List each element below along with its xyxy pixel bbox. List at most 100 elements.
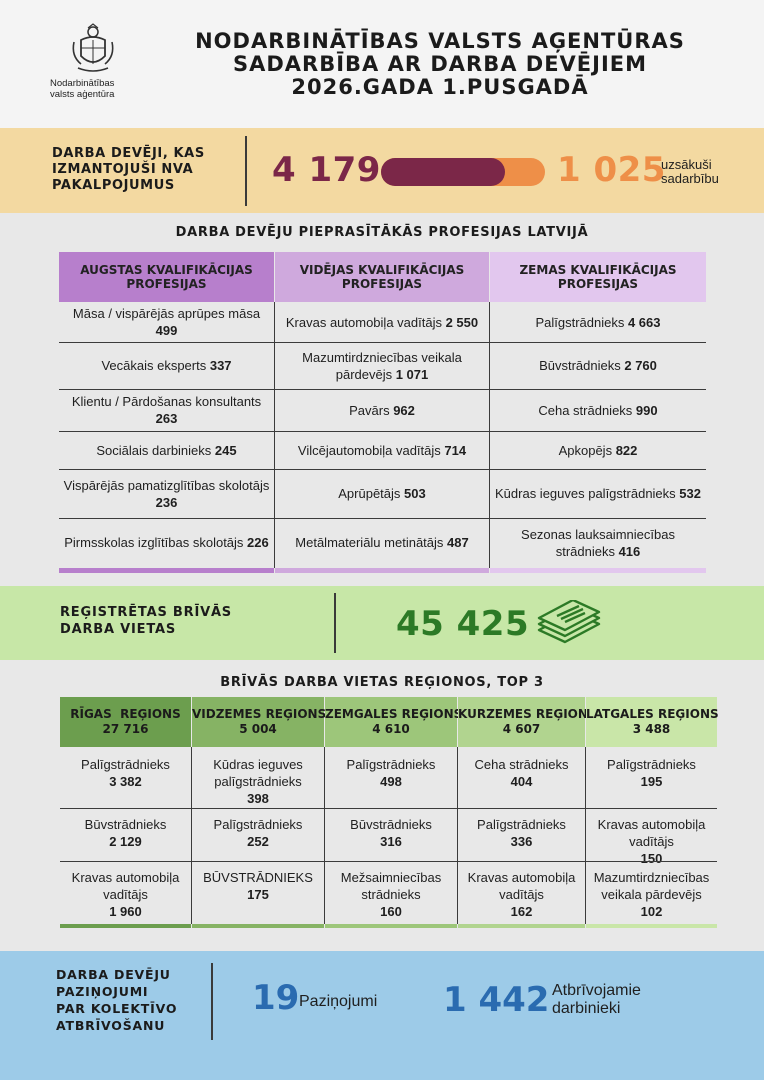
profession-cell: Vispārējās pamatizglītības skolotājs 236 bbox=[59, 469, 274, 518]
divider bbox=[245, 136, 247, 206]
region-total: 4 610 bbox=[372, 722, 410, 736]
column-divider bbox=[274, 302, 275, 568]
cell-value: 195 bbox=[640, 774, 663, 789]
cell-value: 4 663 bbox=[627, 314, 661, 330]
employers-ratio-fill bbox=[381, 158, 505, 186]
cell-name: Palīgstrādnieks bbox=[81, 757, 170, 772]
cell-value: 316 bbox=[380, 834, 402, 849]
cell-name: Māsa / vispārējās aprūpes māsa bbox=[72, 306, 261, 321]
profession-cell: Kravas automobiļa vadītājs 2 550 bbox=[275, 302, 489, 342]
cell-name: Mazumtirdzniecības veikala pārdevējs bbox=[593, 870, 710, 902]
region-cell: Mazumtirdzniecības veikala pārdevējs 102 bbox=[590, 869, 713, 920]
row-divider bbox=[59, 518, 706, 519]
cell-name: Mežsaimniecības strādnieks bbox=[340, 870, 442, 902]
region-cell: Kravas automobiļa vadītājs 162 bbox=[462, 869, 581, 920]
cell-name: Kūdras ieguves palīgstrādnieks bbox=[213, 757, 303, 789]
profession-cell: Palīgstrādnieks 4 663 bbox=[490, 302, 706, 342]
coat-of-arms-icon bbox=[72, 23, 114, 72]
region-column-header: RĪGAS REĢIONS 27 716 bbox=[60, 697, 191, 747]
cell-value: 532 bbox=[679, 486, 701, 501]
profession-column-header: AUGSTAS KVALIFIKĀCIJAS PROFESIJAS bbox=[59, 252, 274, 302]
cell-value: 175 bbox=[247, 887, 269, 902]
cell-name: Būvstrādnieks bbox=[539, 358, 625, 373]
vacancies-label: REĢISTRĒTAS BRĪVĀS DARBA VIETAS bbox=[60, 605, 232, 637]
cell-name: Palīgstrādnieks bbox=[477, 817, 566, 832]
cell-name: Vispārējās pamatizglītības skolotājs bbox=[63, 477, 270, 493]
cell-name: Sezonas lauksaimniecības strādnieks bbox=[521, 526, 675, 559]
profession-cell: Apkopējs 822 bbox=[490, 431, 706, 469]
cell-name: Pavārs bbox=[349, 402, 394, 418]
profession-cell: Vecākais eksperts 337 bbox=[59, 342, 274, 389]
cell-name: Palīgstrādnieks bbox=[213, 817, 303, 832]
region-cell: Būvstrādnieks 2 129 bbox=[64, 816, 187, 850]
employers-cooperation-note: uzsākuši sadarbību bbox=[661, 157, 719, 186]
cell-name: Būvstrādnieks bbox=[84, 817, 167, 832]
cell-value: 336 bbox=[510, 834, 533, 849]
profession-cell: Sezonas lauksaimniecības strādnieks 416 bbox=[490, 518, 706, 567]
region-column-header: VIDZEMES REĢIONS 5 004 bbox=[192, 697, 327, 747]
region-cell: Palīgstrādnieks 336 bbox=[462, 816, 581, 850]
cell-name: Kravas automobiļa vadītājs bbox=[467, 870, 576, 902]
cell-name: Vecākais eksperts bbox=[101, 358, 210, 373]
cell-name: BŪVSTRĀDNIEKS bbox=[203, 870, 313, 885]
cell-value: 3 382 bbox=[109, 774, 142, 789]
cell-name: Ceha strādnieks bbox=[474, 757, 569, 772]
profession-cell: Klientu / Pārdošanas konsultants 263 bbox=[59, 389, 274, 431]
cell-name: Būvstrādnieks bbox=[350, 817, 432, 832]
layoffs-label: DARBA DEVĒJU PAZIŅOJUMI PAR KOLEKTĪVO AT… bbox=[56, 967, 178, 1033]
profession-cell: Pavārs 962 bbox=[275, 389, 489, 431]
cell-value: 245 bbox=[214, 442, 237, 458]
column-footer-bar bbox=[59, 568, 274, 573]
region-total: 4 607 bbox=[502, 722, 541, 736]
cell-value: 160 bbox=[380, 904, 402, 919]
professions-title: DARBA DEVĒJU PIEPRASĪTĀKĀS PROFESIJAS LA… bbox=[175, 225, 589, 240]
cell-value: 162 bbox=[510, 904, 533, 919]
cell-value: 236 bbox=[155, 494, 178, 510]
column-divider bbox=[191, 747, 192, 924]
divider bbox=[334, 593, 336, 653]
profession-cell: Sociālais darbinieks 245 bbox=[59, 431, 274, 469]
cell-name: Apkopējs bbox=[558, 442, 616, 458]
region-cell: BŪVSTRĀDNIEKS 175 bbox=[196, 869, 320, 903]
column-footer-bar bbox=[192, 924, 324, 928]
profession-cell: Vilcējautomobiļa vadītājs 714 bbox=[275, 431, 489, 469]
region-cell: Būvstrādnieks 316 bbox=[329, 816, 453, 850]
cell-name: Kravas automobiļa vadītājs bbox=[597, 817, 706, 849]
region-cell: Palīgstrādnieks 195 bbox=[590, 756, 713, 790]
cell-value: 2 129 bbox=[109, 834, 142, 849]
cell-name: Sociālais darbinieks bbox=[96, 442, 215, 458]
region-name: KURZEMES REĢIONS bbox=[458, 707, 597, 721]
column-footer-bar bbox=[490, 568, 706, 573]
region-name: ZEMGALES REĢIONS bbox=[325, 707, 463, 721]
column-divider bbox=[489, 302, 490, 568]
column-footer-bar bbox=[586, 924, 717, 928]
cell-name: Ceha strādnieks bbox=[538, 402, 636, 418]
region-name: VIDZEMES REĢIONS bbox=[192, 707, 327, 721]
layoff-workers-value: 1 442 bbox=[443, 980, 550, 1020]
profession-cell: Būvstrādnieks 2 760 bbox=[490, 342, 706, 389]
cell-value: 990 bbox=[635, 402, 658, 418]
employers-ratio-bar bbox=[381, 158, 545, 186]
layoff-notices-label: Paziņojumi bbox=[299, 993, 378, 1010]
region-cell: Kūdras ieguves palīgstrādnieks 398 bbox=[196, 756, 320, 807]
cell-name: Pirmsskolas izglītības skolotājs bbox=[64, 535, 248, 550]
row-divider bbox=[60, 808, 717, 809]
cell-value: 498 bbox=[380, 774, 402, 789]
column-divider bbox=[324, 747, 325, 924]
row-divider bbox=[59, 469, 706, 470]
profession-column-header: VIDĒJAS KVALIFIKĀCIJAS PROFESIJAS bbox=[275, 252, 489, 302]
region-cell: Mežsaimniecības strādnieks 160 bbox=[329, 869, 453, 920]
profession-cell: Mazumtirdzniecības veikala pārdevējs 1 0… bbox=[275, 342, 489, 389]
cell-value: 398 bbox=[247, 791, 269, 806]
cell-value: 102 bbox=[640, 904, 663, 919]
cell-name: Kravas automobiļa vadītājs bbox=[71, 870, 180, 902]
region-total: 3 488 bbox=[632, 722, 671, 736]
cell-value: 2 550 bbox=[445, 314, 479, 330]
region-cell: Palīgstrādnieks 498 bbox=[329, 756, 453, 790]
cell-value: 337 bbox=[209, 358, 232, 373]
cell-value: 1 071 bbox=[395, 366, 429, 382]
cell-value: 150 bbox=[640, 851, 663, 866]
cell-value: 2 760 bbox=[624, 358, 657, 373]
column-footer-bar bbox=[325, 924, 457, 928]
profession-cell: Metālmateriālu metinātājs 487 bbox=[275, 518, 489, 567]
